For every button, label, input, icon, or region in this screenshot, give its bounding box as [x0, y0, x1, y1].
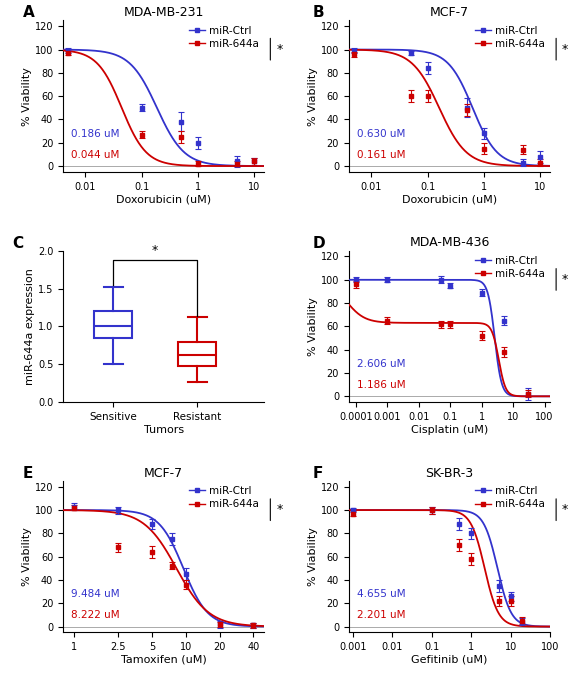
Title: MCF-7: MCF-7	[144, 466, 183, 480]
Title: MDA-MB-231: MDA-MB-231	[123, 6, 204, 19]
Y-axis label: % Viability: % Viability	[308, 297, 318, 356]
Text: 9.484 uM: 9.484 uM	[71, 589, 120, 599]
Legend: miR-Ctrl, miR-644a: miR-Ctrl, miR-644a	[475, 486, 545, 509]
PathPatch shape	[178, 341, 216, 366]
Text: 4.655 uM: 4.655 uM	[357, 589, 406, 599]
Y-axis label: % Viability: % Viability	[22, 527, 32, 586]
Title: SK-BR-3: SK-BR-3	[425, 466, 473, 480]
Text: *: *	[276, 43, 282, 56]
X-axis label: Gefitinib (uM): Gefitinib (uM)	[411, 655, 488, 665]
X-axis label: Doxorubicin (uM): Doxorubicin (uM)	[116, 194, 211, 205]
Text: *: *	[562, 273, 568, 286]
Y-axis label: % Viability: % Viability	[308, 67, 318, 126]
Text: 8.222 uM: 8.222 uM	[71, 610, 120, 620]
Y-axis label: % Viability: % Viability	[22, 67, 32, 126]
Text: 0.630 uM: 0.630 uM	[357, 129, 405, 139]
Text: A: A	[23, 5, 34, 20]
Text: *: *	[562, 503, 568, 516]
Text: B: B	[313, 5, 324, 20]
Y-axis label: % Viability: % Viability	[308, 527, 318, 586]
Text: *: *	[276, 503, 282, 516]
Legend: miR-Ctrl, miR-644a: miR-Ctrl, miR-644a	[190, 486, 259, 509]
Legend: miR-Ctrl, miR-644a: miR-Ctrl, miR-644a	[475, 256, 545, 279]
Text: C: C	[13, 235, 24, 250]
X-axis label: Doxorubicin (uM): Doxorubicin (uM)	[402, 194, 497, 205]
Text: 0.161 uM: 0.161 uM	[357, 150, 405, 160]
Text: F: F	[313, 466, 323, 481]
Legend: miR-Ctrl, miR-644a: miR-Ctrl, miR-644a	[475, 26, 545, 49]
X-axis label: Tamoxifen (uM): Tamoxifen (uM)	[121, 655, 206, 665]
Legend: miR-Ctrl, miR-644a: miR-Ctrl, miR-644a	[190, 26, 259, 49]
X-axis label: Cisplatin (uM): Cisplatin (uM)	[411, 424, 488, 435]
Text: 2.606 uM: 2.606 uM	[357, 359, 405, 369]
Text: 2.201 uM: 2.201 uM	[357, 610, 405, 620]
Text: E: E	[23, 466, 33, 481]
Y-axis label: miR-644a expression: miR-644a expression	[25, 268, 35, 385]
X-axis label: Tumors: Tumors	[144, 424, 184, 435]
Title: MDA-MB-436: MDA-MB-436	[409, 237, 490, 250]
Title: MCF-7: MCF-7	[430, 6, 469, 19]
Text: D: D	[313, 235, 325, 250]
PathPatch shape	[95, 311, 132, 338]
Text: 0.186 uM: 0.186 uM	[71, 129, 120, 139]
Text: *: *	[562, 43, 568, 56]
Text: 1.186 uM: 1.186 uM	[357, 380, 406, 390]
Text: 0.044 uM: 0.044 uM	[71, 150, 119, 160]
Text: *: *	[152, 245, 158, 258]
